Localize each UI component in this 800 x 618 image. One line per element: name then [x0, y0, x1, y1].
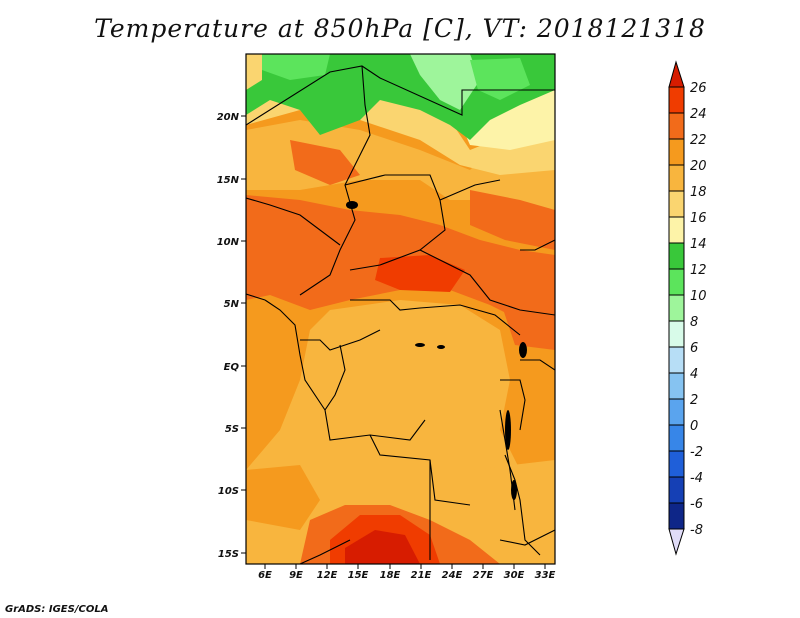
colorbar-segment [668, 502, 685, 530]
lat-label-15s: 15S [218, 549, 239, 560]
lon-label-27e: 27E [473, 570, 494, 581]
colorbar-segment [668, 112, 685, 140]
colorbar-upper-arrow [668, 60, 685, 88]
colorbar-segment [668, 216, 685, 244]
colorbar-segment [668, 398, 685, 426]
colorbar-segment [668, 424, 685, 452]
colorbar-segment [668, 86, 685, 114]
colorbar-label: 12 [690, 263, 707, 278]
lat-label-5n: 5N [224, 299, 240, 310]
lat-label-20n: 20N [217, 112, 240, 123]
grads-credit: GrADS: IGES/COLA [5, 604, 109, 615]
colorbar-label: 0 [690, 419, 698, 434]
colorbar-label: 6 [690, 341, 698, 356]
colorbar-segment [668, 372, 685, 400]
lon-label-9e: 9E [289, 570, 303, 581]
lon-label-33e: 33E [535, 570, 556, 581]
plot-frame [245, 53, 556, 565]
colorbar-label: 20 [690, 159, 707, 174]
colorbar-label: -8 [690, 523, 703, 538]
lat-label-10n: 10N [217, 237, 240, 248]
lon-label-30e: 30E [504, 570, 525, 581]
colorbar-label: 22 [690, 133, 707, 148]
colorbar-label: 4 [690, 367, 698, 382]
lat-label-5s: 5S [225, 424, 239, 435]
lat-label-15n: 15N [217, 175, 240, 186]
colorbar-segment [668, 190, 685, 218]
lat-label-10s: 10S [218, 486, 239, 497]
colorbar-segment [668, 268, 685, 296]
colorbar-segment [668, 450, 685, 478]
colorbar-lower-arrow [668, 528, 685, 556]
colorbar-label: 18 [690, 185, 707, 200]
lat-label-eq: EQ [224, 362, 240, 373]
colorbar-label: 16 [690, 211, 707, 226]
lakes [346, 201, 527, 500]
colorbar-segment [668, 476, 685, 504]
lon-label-21e: 21E [411, 570, 432, 581]
lon-label-18e: 18E [380, 570, 401, 581]
colorbar-label: -6 [690, 497, 703, 512]
colorbar-segment [668, 294, 685, 322]
map-title: Temperature at 850hPa [C], VT: 201812131… [94, 14, 706, 43]
colorbar-label: 10 [690, 289, 707, 304]
country-borders [246, 65, 555, 564]
colorbar-label: 26 [690, 81, 707, 96]
colorbar-segment [668, 346, 685, 374]
colorbar-segment [668, 242, 685, 270]
colorbar-label: -4 [690, 471, 703, 486]
colorbar-segment [668, 320, 685, 348]
lon-label-6e: 6E [258, 570, 272, 581]
colorbar-label: -2 [690, 445, 703, 460]
lon-label-24e: 24E [442, 570, 463, 581]
temperature-field [246, 54, 555, 564]
colorbar-segment [668, 164, 685, 192]
colorbar-segment [668, 138, 685, 166]
colorbar-label: 14 [690, 237, 707, 252]
colorbar-label: 8 [690, 315, 698, 330]
lon-label-15e: 15E [348, 570, 369, 581]
colorbar-label: 2 [690, 393, 698, 408]
lon-ticks [264, 564, 546, 569]
lon-label-12e: 12E [317, 570, 338, 581]
colorbar-label: 24 [690, 107, 707, 122]
lat-ticks [241, 115, 246, 554]
